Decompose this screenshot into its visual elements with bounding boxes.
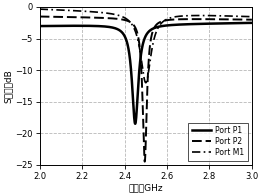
Port P1 (250, 22, 253, 24)
Port P2 (38, 15, 41, 18)
Port M1 (136, 36, 139, 39)
Port M1 (205, 14, 209, 17)
Legend: Port P1, Port P2, Port M1: Port P1, Port P2, Port M1 (188, 122, 248, 161)
Port P1 (38, 25, 41, 27)
Port P1 (244, 22, 247, 24)
Port P2 (244, 18, 247, 21)
Port M1 (141, 69, 144, 72)
Line: Port P2: Port P2 (40, 16, 252, 162)
Line: Port M1: Port M1 (40, 9, 252, 83)
Port M1 (144, 82, 148, 84)
Port M1 (49, 8, 52, 11)
Port P2 (143, 160, 146, 163)
Port P2 (244, 18, 247, 21)
Port M1 (244, 15, 247, 18)
Port M1 (250, 15, 253, 18)
Port P2 (49, 15, 52, 18)
Port P2 (141, 111, 144, 113)
Line: Port P1: Port P1 (40, 23, 252, 124)
Port P1 (205, 23, 209, 25)
Port P1 (134, 122, 137, 125)
Port P2 (136, 32, 139, 34)
Port P1 (136, 98, 139, 101)
Port P2 (250, 18, 253, 21)
Port P2 (205, 18, 209, 20)
Port M1 (38, 8, 41, 10)
Port M1 (244, 15, 247, 18)
Port P1 (244, 22, 247, 24)
Y-axis label: S参数，dB: S参数，dB (3, 69, 13, 103)
Port P1 (141, 43, 145, 45)
X-axis label: 頻率，GHz: 頻率，GHz (128, 183, 163, 192)
Port P1 (49, 25, 52, 27)
